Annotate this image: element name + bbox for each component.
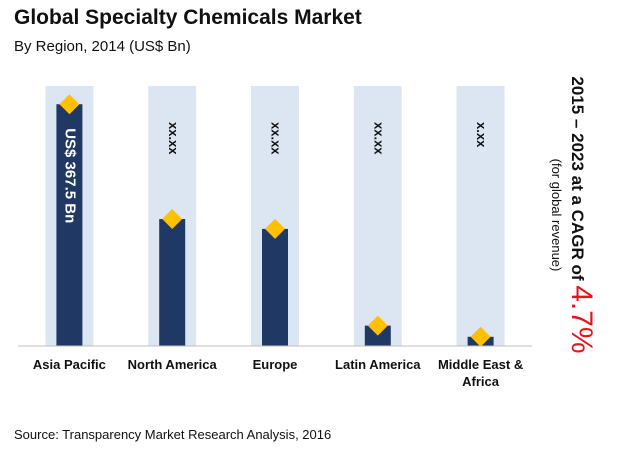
bar-marker — [162, 209, 183, 230]
category-label: Middle East & — [438, 357, 523, 372]
bar — [56, 104, 83, 346]
bar-marker — [470, 326, 491, 347]
data-label: US$ 367.5 Bn — [61, 128, 78, 223]
category-label: Africa — [462, 374, 500, 389]
data-label: xx.xx — [166, 122, 181, 155]
bar-band — [456, 86, 505, 346]
category-label: North America — [128, 357, 218, 372]
source-note: Source: Transparency Market Research Ana… — [14, 427, 332, 442]
category-label: Latin America — [335, 357, 421, 372]
category-label: Asia Pacific — [33, 357, 106, 372]
data-label: xx.xx — [371, 122, 386, 155]
chart-subtitle: By Region, 2014 (US$ Bn) — [14, 38, 191, 55]
chart-title: Global Specialty Chemicals Market — [14, 6, 362, 29]
bar — [262, 228, 288, 346]
bar — [364, 325, 391, 346]
category-label: Europe — [253, 357, 298, 372]
data-label: xx.xx — [269, 122, 284, 155]
cagr-callout: 2015 – 2023 at a CAGR of 4.7% (for globa… — [538, 70, 602, 360]
bar-band — [353, 86, 402, 346]
data-label: x.xx — [474, 122, 489, 148]
bar-marker — [59, 94, 80, 115]
cagr-value: 4.7% — [565, 285, 598, 354]
cagr-prefix: 2015 – 2023 at a CAGR of — [568, 76, 587, 286]
bar-marker — [367, 315, 388, 336]
cagr-note: (for global revenue) — [549, 158, 564, 272]
bar — [159, 219, 186, 346]
bar-marker — [265, 218, 285, 239]
